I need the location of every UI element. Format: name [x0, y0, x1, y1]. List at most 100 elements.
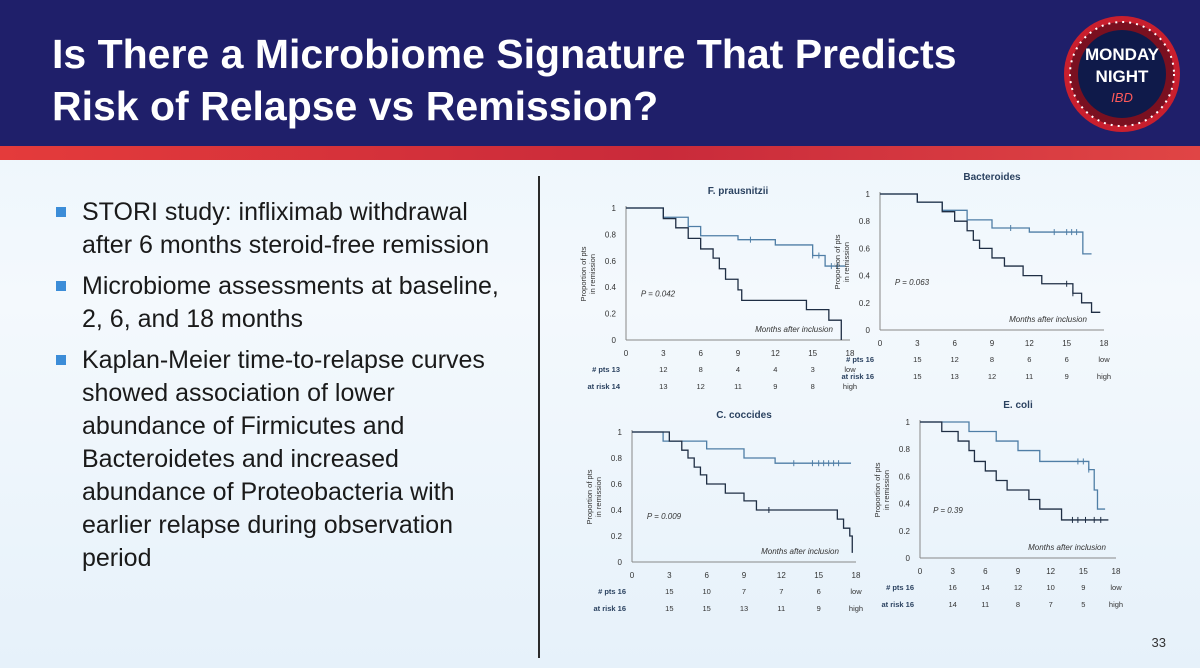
risk-table-value: 9 — [1081, 583, 1085, 592]
risk-table-value: 13 — [740, 604, 748, 613]
y-tick-label: 0.4 — [611, 506, 623, 515]
risk-table-value: 4 — [736, 365, 740, 374]
logo-line-1: MONDAY — [1085, 45, 1160, 64]
km-curve-low — [880, 193, 1101, 313]
risk-table-value: 6 — [1027, 355, 1031, 364]
risk-table-value: 15 — [702, 604, 710, 613]
risk-table-label: at risk 16 — [593, 604, 626, 613]
km-curve-high — [632, 431, 852, 464]
y-axis-label: in remission — [588, 254, 597, 294]
x-tick-label: 3 — [950, 567, 955, 576]
risk-table-value: 8 — [990, 355, 994, 364]
p-value-label: P = 0.009 — [647, 512, 682, 521]
km-curve-low — [632, 431, 853, 553]
y-tick-label: 0.2 — [611, 532, 623, 541]
y-tick-label: 0.6 — [611, 480, 623, 489]
risk-table-value: 13 — [950, 372, 958, 381]
risk-table-label: # pts 13 — [592, 365, 620, 374]
x-tick-label: 9 — [742, 571, 747, 580]
risk-table-value: 15 — [665, 604, 673, 613]
km-curve-low — [626, 207, 842, 340]
bullet-item: STORI study: infliximab withdrawal after… — [56, 196, 516, 262]
monday-night-ibd-logo: MONDAY NIGHT IBD — [1064, 16, 1180, 132]
x-tick-label: 9 — [736, 349, 741, 358]
y-tick-label: 1 — [906, 418, 911, 427]
y-tick-label: 0.6 — [899, 472, 911, 481]
risk-table-value: 7 — [779, 587, 783, 596]
y-axis-label: Proportion of pts — [833, 234, 842, 289]
risk-table-group: low — [850, 587, 862, 596]
risk-table-value: 9 — [773, 382, 777, 391]
risk-table-group: high — [843, 382, 857, 391]
x-tick-label: 18 — [846, 349, 855, 358]
x-tick-label: 15 — [1079, 567, 1088, 576]
risk-table-value: 12 — [988, 372, 996, 381]
bullet-list: STORI study: infliximab withdrawal after… — [56, 196, 516, 583]
risk-table-value: 9 — [1065, 372, 1069, 381]
y-axis-label: Proportion of pts — [585, 469, 594, 524]
risk-table-value: 15 — [913, 372, 921, 381]
risk-table-value: 3 — [811, 365, 815, 374]
slide-title: Is There a Microbiome Signature That Pre… — [52, 28, 1012, 132]
y-tick-label: 0.4 — [899, 500, 911, 509]
risk-table-value: 14 — [981, 583, 989, 592]
y-tick-label: 1 — [866, 190, 871, 199]
x-axis-label: Months after inclusion — [1028, 543, 1106, 552]
risk-table-value: 9 — [817, 604, 821, 613]
risk-table-value: 15 — [913, 355, 921, 364]
header-stripe — [0, 146, 1200, 160]
x-tick-label: 6 — [952, 339, 957, 348]
x-tick-label: 0 — [624, 349, 629, 358]
risk-table-label: # pts 16 — [598, 587, 626, 596]
risk-table-value: 8 — [1016, 600, 1020, 609]
risk-table-value: 7 — [1049, 600, 1053, 609]
y-tick-label: 0.6 — [859, 244, 871, 253]
chart-title: F. prausnitzii — [708, 186, 769, 197]
x-tick-label: 18 — [1100, 339, 1109, 348]
p-value-label: P = 0.042 — [641, 289, 676, 298]
x-tick-label: 12 — [771, 349, 780, 358]
risk-table-value: 6 — [817, 587, 821, 596]
x-tick-label: 6 — [704, 571, 709, 580]
y-axis-label: in remission — [842, 242, 851, 282]
y-tick-label: 0 — [618, 558, 623, 567]
p-value-label: P = 0.063 — [895, 278, 930, 287]
logo-line-3: IBD — [1111, 90, 1133, 105]
risk-table-value: 10 — [702, 587, 710, 596]
x-tick-label: 15 — [1062, 339, 1071, 348]
risk-table-value: 6 — [1065, 355, 1069, 364]
x-tick-label: 18 — [1112, 567, 1121, 576]
x-tick-label: 0 — [630, 571, 635, 580]
km-curve-low — [920, 421, 1109, 521]
y-tick-label: 0.2 — [899, 527, 911, 536]
risk-table-value: 15 — [665, 587, 673, 596]
y-tick-label: 0.8 — [899, 445, 911, 454]
risk-table-value: 16 — [948, 583, 956, 592]
chart-title: C. coccides — [716, 410, 772, 421]
x-tick-label: 9 — [990, 339, 995, 348]
p-value-label: P = 0.39 — [933, 506, 963, 515]
chart-title: Bacteroides — [963, 172, 1021, 183]
x-tick-label: 15 — [814, 571, 823, 580]
risk-table-label: at risk 14 — [587, 382, 620, 391]
risk-table-group: high — [849, 604, 863, 613]
y-axis-label: in remission — [594, 477, 603, 517]
risk-table-value: 13 — [659, 382, 667, 391]
risk-table-group: low — [1098, 355, 1110, 364]
x-tick-label: 0 — [878, 339, 883, 348]
page-number: 33 — [1151, 635, 1166, 650]
risk-table-value: 11 — [1025, 372, 1033, 381]
x-tick-label: 12 — [1046, 567, 1055, 576]
risk-table-value: 12 — [696, 382, 704, 391]
bullet-item: Microbiome assessments at baseline, 2, 6… — [56, 270, 516, 336]
risk-table-value: 12 — [659, 365, 667, 374]
y-tick-label: 0.8 — [859, 217, 871, 226]
x-tick-label: 12 — [1025, 339, 1034, 348]
x-axis-label: Months after inclusion — [1009, 315, 1087, 324]
logo-line-2: NIGHT — [1096, 67, 1150, 86]
x-tick-label: 6 — [983, 567, 988, 576]
x-tick-label: 12 — [777, 571, 786, 580]
chart-title: E. coli — [1003, 400, 1033, 411]
risk-table-value: 5 — [1081, 600, 1085, 609]
